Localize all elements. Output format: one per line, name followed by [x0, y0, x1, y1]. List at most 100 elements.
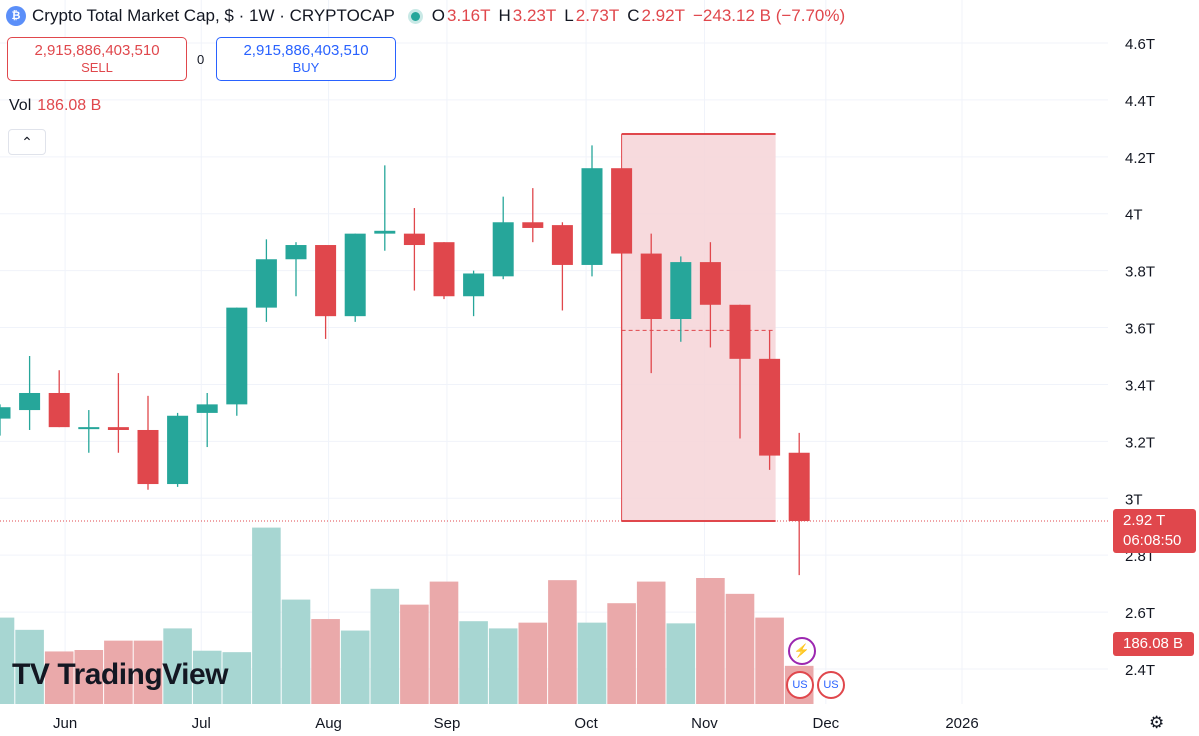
- candle-body: [78, 427, 100, 430]
- y-axis-tick-label: 3.4T: [1125, 377, 1155, 394]
- candle: [433, 242, 455, 300]
- volume-bar: [192, 650, 222, 704]
- volume-bar: [74, 650, 104, 704]
- ohlc-open-value: 3.16T: [447, 6, 491, 25]
- buy-button[interactable]: 2,915,886,403,510 BUY: [216, 37, 396, 81]
- volume-bar: [607, 603, 636, 704]
- range-box-fill: [621, 134, 776, 522]
- candle-body: [522, 222, 544, 228]
- volume-bar: [44, 651, 74, 704]
- candle-body: [759, 358, 781, 456]
- volume-bar: [666, 623, 696, 704]
- y-axis-tick-label: 3.6T: [1125, 321, 1155, 338]
- candle-body: [788, 452, 810, 522]
- volume-bar: [281, 599, 311, 704]
- candle-body: [403, 233, 425, 246]
- volume-value: 186.08 B: [37, 97, 102, 114]
- bar-countdown: 06:08:50: [1123, 532, 1182, 549]
- candle-body: [699, 262, 721, 305]
- candle: [0, 404, 11, 436]
- candle-body: [285, 245, 307, 260]
- candle-body: [611, 168, 633, 254]
- us-flag-event-icon[interactable]: US: [786, 671, 814, 699]
- candle: [374, 165, 396, 251]
- us-flag-event-icon[interactable]: US: [817, 671, 845, 699]
- market-status-icon[interactable]: [410, 11, 420, 21]
- x-axis-tick-label: Nov: [691, 715, 718, 732]
- buy-label: BUY: [292, 60, 320, 75]
- y-axis-tick-label: 4T: [1125, 207, 1143, 224]
- ohlc-open-label: O: [431, 6, 446, 25]
- x-axis-tick-label: Jul: [192, 715, 211, 732]
- ohlc-close-label: C: [627, 6, 640, 25]
- candle-body: [19, 392, 41, 411]
- candle-body: [226, 307, 248, 405]
- collapse-legend-button[interactable]: ⌃: [8, 129, 46, 155]
- volume-bar: [577, 622, 607, 704]
- candle: [729, 304, 751, 439]
- ohlc-close-value: 2.92T: [641, 6, 685, 25]
- candle: [759, 330, 781, 470]
- ohlc-low-label: L: [564, 6, 574, 25]
- ohlc-low-value: 2.73T: [575, 6, 620, 25]
- candle-body: [433, 242, 455, 297]
- candle: [788, 432, 810, 576]
- spread-value: 0: [197, 52, 205, 67]
- candle-body: [374, 230, 396, 234]
- candle-body: [344, 233, 366, 317]
- chart-header: ₿ Crypto Total Market Cap, $ · 1W · CRYP…: [6, 4, 853, 28]
- x-axis-tick-label: Aug: [315, 715, 342, 732]
- volume-bar: [400, 604, 429, 704]
- volume-legend[interactable]: Vol 186.08 B: [9, 97, 101, 115]
- x-axis-tick-label: Oct: [574, 715, 598, 732]
- sell-button[interactable]: 2,915,886,403,510 SELL: [7, 37, 187, 81]
- ohlc-high-value: 3.23T: [512, 6, 557, 25]
- volume-bar: [548, 580, 577, 704]
- candle: [48, 370, 70, 428]
- candle: [137, 395, 159, 490]
- candle: [640, 233, 662, 374]
- tradingview-logo[interactable]: TV TradingView: [12, 657, 229, 693]
- candlestick-series: [0, 145, 810, 576]
- candle: [344, 233, 366, 322]
- volume-bar: [311, 619, 340, 704]
- gear-icon[interactable]: ⚙: [1149, 713, 1165, 732]
- candle: [463, 270, 485, 317]
- candle: [492, 196, 514, 280]
- volume-label: Vol: [9, 97, 32, 114]
- volume-bar: [725, 593, 755, 704]
- tradingview-mark-icon: TV: [12, 658, 50, 691]
- volume-bars: [0, 527, 814, 704]
- y-axis-tick-label: 3T: [1125, 491, 1143, 508]
- candle-body: [670, 262, 692, 320]
- volume-bar: [0, 617, 15, 704]
- candle: [581, 145, 603, 277]
- volume-bar: [104, 640, 133, 704]
- candle: [226, 307, 248, 416]
- volume-bar: [459, 621, 488, 704]
- y-axis-tick-label: 4.2T: [1125, 150, 1155, 167]
- volume-bar: [15, 629, 44, 704]
- volume-bar: [488, 628, 518, 704]
- volume-bar: [370, 588, 400, 704]
- lightning-event-icon[interactable]: ⚡: [788, 637, 816, 665]
- candle-body: [196, 404, 218, 413]
- symbol-title[interactable]: Crypto Total Market Cap, $ · 1W · CRYPTO…: [32, 6, 395, 25]
- candle-body: [107, 427, 129, 430]
- candle-body: [463, 273, 485, 297]
- volume-price-tag: 186.08 B: [1113, 632, 1194, 656]
- candle: [78, 410, 100, 453]
- candle-body: [315, 245, 337, 317]
- candle-body: [551, 225, 573, 265]
- volume-bar: [340, 630, 370, 704]
- x-axis-tick-label: 2026: [945, 715, 978, 732]
- last-price-value: 2.92 T: [1123, 512, 1166, 529]
- candle: [167, 412, 189, 487]
- crypto-logo-icon: ₿: [6, 6, 26, 26]
- candle: [522, 188, 544, 243]
- candle: [255, 239, 277, 322]
- candle: [19, 356, 41, 430]
- candle: [285, 242, 307, 297]
- candle: [107, 373, 129, 453]
